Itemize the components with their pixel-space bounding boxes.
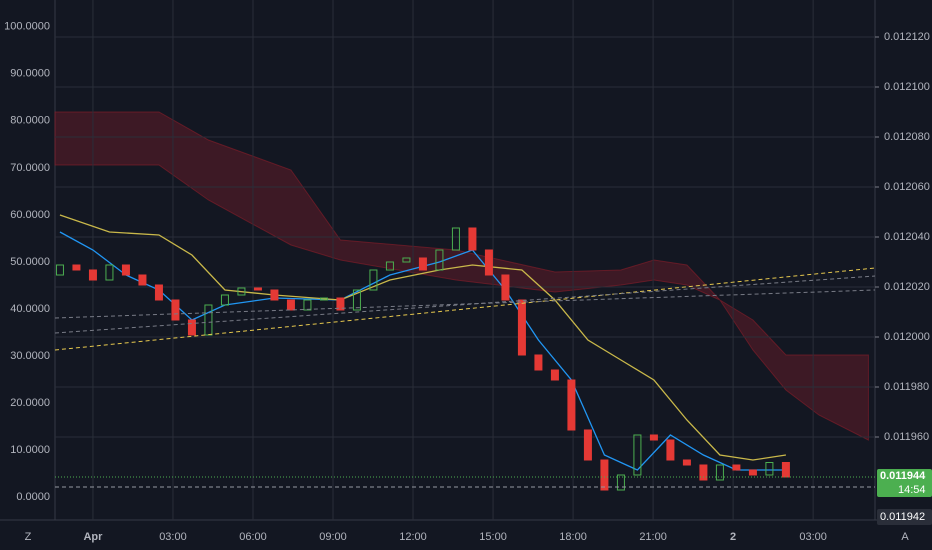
candle-body [583, 429, 592, 461]
trendline [54, 275, 876, 334]
candle-body [402, 257, 411, 263]
left-tick-label: 30.0000 [10, 350, 50, 362]
prev-price-badge [877, 509, 932, 525]
candle-body [187, 319, 196, 336]
candle-body [699, 464, 708, 481]
left-tick-label: 100.0000 [4, 21, 50, 33]
candle-body [550, 369, 559, 381]
candle-body [105, 264, 114, 281]
left-tick-label: 80.0000 [10, 115, 50, 127]
candle-body [484, 249, 493, 276]
right-tick-label: 0.012120 [884, 31, 930, 43]
right-tick-label: 0.012100 [884, 81, 930, 93]
candle-body [616, 474, 625, 491]
candle-body [765, 462, 774, 476]
left-tick-label: 70.0000 [10, 162, 50, 174]
last-price-badge [877, 469, 932, 497]
right-tick-label: 0.012060 [884, 181, 930, 193]
candle-body [715, 464, 724, 481]
candle-body [649, 434, 658, 441]
candle-body [121, 264, 130, 276]
candle-body [567, 379, 576, 431]
countdown-label: 14:54 [898, 484, 926, 496]
candle-body [88, 269, 97, 281]
candle-body [451, 227, 460, 251]
x-tick-label: 06:00 [239, 531, 267, 543]
candle-body [385, 261, 394, 271]
x-tick-label: 12:00 [399, 531, 427, 543]
indicator-line [59, 214, 787, 461]
x-tick-label: 09:00 [319, 531, 347, 543]
candle-body [517, 299, 526, 356]
candle-body [732, 464, 741, 471]
right-tick-label: 0.011960 [884, 431, 929, 443]
left-tick-label: 40.0000 [10, 303, 50, 315]
candle-body [286, 299, 295, 311]
candle-body [600, 459, 609, 491]
right-tick-label: 0.012080 [884, 131, 930, 143]
candle-body [369, 269, 378, 291]
candle-body [154, 284, 163, 301]
x-tick-label: 2 [730, 531, 736, 543]
x-tick-label: 03:00 [799, 531, 827, 543]
trendline [54, 289, 876, 319]
candle-body [501, 274, 510, 301]
candle-body [303, 299, 312, 311]
candle-body [418, 257, 427, 271]
candle-body [138, 274, 147, 286]
candle-body [682, 459, 691, 466]
prev-price-label: 0.011942 [880, 511, 925, 523]
candle-body [352, 289, 361, 311]
corner-button[interactable]: Z [25, 531, 32, 543]
left-tick-label: 90.0000 [10, 68, 50, 80]
candle-body [55, 264, 64, 276]
left-tick-label: 60.0000 [10, 209, 50, 221]
candle-body [171, 299, 180, 321]
right-tick-label: 0.012020 [884, 281, 930, 293]
x-tick-label: 18:00 [559, 531, 587, 543]
candle-body [253, 287, 262, 291]
last-price-label: 0.011944 [880, 470, 926, 482]
candle-body [666, 439, 675, 461]
x-tick-label: Apr [83, 531, 103, 543]
right-tick-label: 0.011980 [884, 381, 929, 393]
corner-button[interactable]: A [901, 531, 909, 543]
x-tick-label: 21:00 [639, 531, 667, 543]
candle-body [633, 434, 642, 476]
candle-body [319, 297, 328, 301]
x-tick-label: 15:00 [479, 531, 507, 543]
left-tick-label: 0.0000 [16, 491, 50, 503]
candle-body [270, 289, 279, 301]
trendline [54, 267, 876, 351]
x-tick-label: 03:00 [159, 531, 187, 543]
left-tick-label: 50.0000 [10, 256, 50, 268]
candle-body [237, 287, 246, 296]
candle-body [220, 294, 229, 306]
candle-body [748, 469, 757, 476]
candle-body [435, 249, 444, 271]
indicator-line [59, 231, 786, 471]
right-tick-label: 0.012040 [884, 231, 930, 243]
candle-body [72, 264, 81, 271]
candle-body [534, 354, 543, 371]
candle-body [781, 462, 790, 478]
left-tick-label: 10.0000 [10, 444, 50, 456]
left-tick-label: 20.0000 [10, 397, 50, 409]
candle-body [468, 227, 477, 251]
right-tick-label: 0.012000 [884, 331, 930, 343]
candle-body [336, 297, 345, 311]
